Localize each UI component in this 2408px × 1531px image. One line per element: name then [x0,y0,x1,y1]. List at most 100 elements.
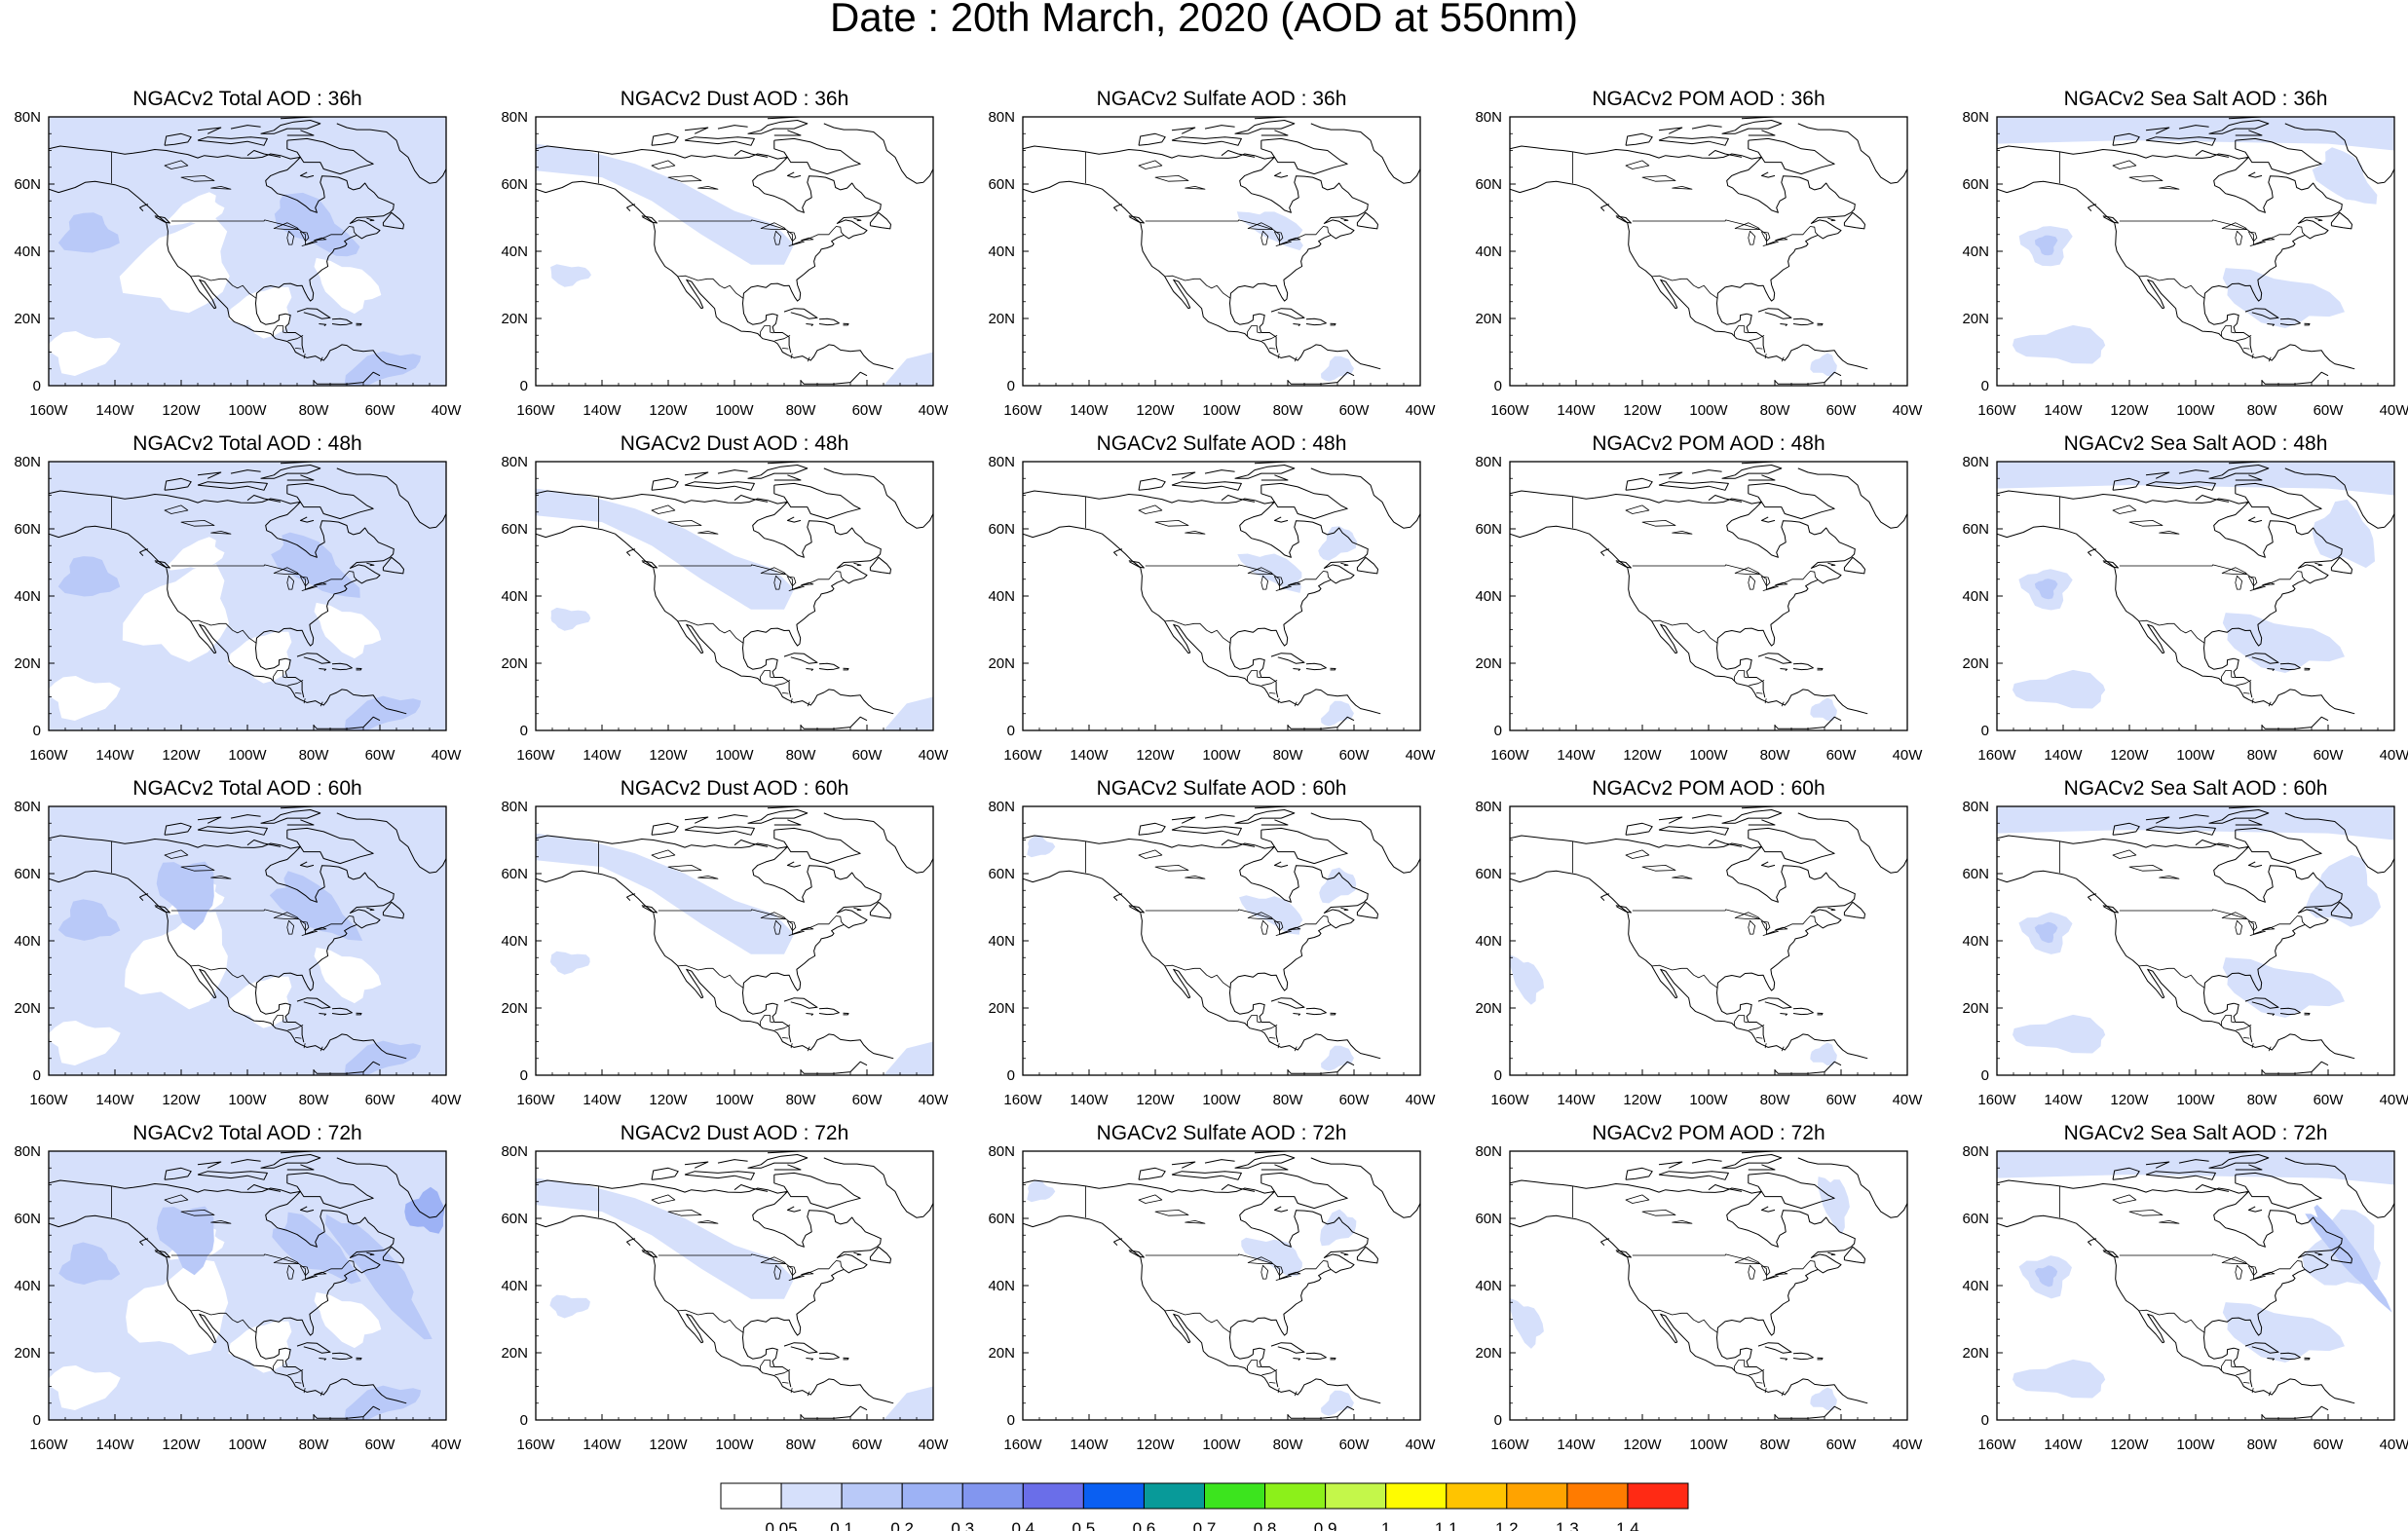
coastline-west [1510,870,1868,1060]
x-tick-label: 120W [1623,1437,1662,1453]
border-6 [303,354,306,359]
map-panel-dust-0: NGACv2 Dust AOD : 36h 160W 140W 120W 100W 80W… [501,88,949,419]
map-panel-sulfate-1: NGACv2 Sulfate AOD : 48h 160W 140W 120W 100W… [988,432,1436,764]
island-5 [154,560,170,569]
aod-shade-2 [2034,921,2058,944]
x-tick-label: 80W [2247,1437,2278,1453]
island-16 [1760,516,1776,523]
coastline-east [1023,835,1369,1043]
x-tick-label: 40W [432,1092,463,1108]
lake-5 [1641,175,1676,182]
aod-shade-1 [1320,1209,1357,1247]
island-3 [843,322,849,326]
island-8 [1748,482,1835,520]
lake-7 [2159,531,2180,535]
y-tick-label: 40N [988,243,1015,260]
lake-3 [2249,241,2266,246]
lake-2 [299,920,310,932]
island-16 [1760,171,1776,178]
island-7 [651,132,679,146]
island-6 [684,1171,755,1180]
map-field [1997,806,2394,1075]
island-5 [154,1250,170,1258]
coastline-greenland [336,123,446,184]
island-16 [2247,516,2263,523]
island-17 [1221,840,1256,847]
lake-4 [314,237,327,241]
island-2 [319,1358,327,1361]
island-0 [783,308,818,319]
lake-0 [760,1256,787,1264]
lake-3 [1275,1275,1292,1281]
island-14 [366,907,375,912]
island-16 [2247,861,2263,868]
x-tick-label: 60W [365,402,396,419]
lake-7 [210,876,232,879]
island-13 [1254,806,1321,809]
map-panel-dust-1: NGACv2 Dust AOD : 48h 160W 140W 120W 100W 80W… [501,432,949,764]
aod-shade-6 [58,1242,121,1285]
border-5 [1755,348,1763,350]
coastline-west [49,180,407,370]
island-4 [2088,1238,2097,1246]
y-tick-label: 0 [33,723,41,739]
lake-2 [1273,920,1284,932]
aod-shade-2 [1027,1179,1056,1203]
island-9 [1721,1154,1783,1169]
x-tick-label: 60W [1339,747,1371,764]
lake-2 [2247,1265,2258,1277]
aod-shade-0 [1997,462,2394,496]
x-tick-label: 120W [162,747,201,764]
island-13 [1254,117,1321,120]
border-2 [190,275,257,299]
aod-shade-11 [324,1214,433,1340]
border-7 [1781,701,1785,707]
island-2 [319,1013,327,1016]
island-6 [1171,136,1242,146]
border-1 [658,219,845,245]
map-panel-sulfate-2: NGACv2 Sulfate AOD : 60h 160W 140W 120W 100W… [988,777,1436,1108]
y-tick-label: 40N [14,1278,41,1294]
island-9 [1234,809,1296,824]
border-7 [1781,356,1785,362]
island-14 [2314,562,2323,567]
lake-0 [1734,567,1761,575]
border-2 [677,964,744,989]
island-7 [164,477,192,491]
border-3 [2221,1360,2236,1371]
island-14 [1340,1251,1349,1256]
island-2 [1780,1358,1788,1361]
island-4 [1600,204,1610,211]
aod-shade-3 [49,1365,121,1410]
lake-6 [1625,849,1650,859]
lake-3 [788,1275,805,1281]
y-tick-label: 20N [1962,1345,1989,1362]
border-2 [1651,1309,1718,1333]
lake-0 [273,222,300,230]
border-4 [287,679,304,687]
island-7 [2112,1167,2140,1180]
map-field [1997,1151,2394,1420]
colorbar-label: 1.2 [1495,1519,1519,1531]
island-10 [1748,1164,1776,1171]
border-5 [2242,1037,2250,1039]
border-4 [287,1024,304,1031]
x-tick-label: 100W [1689,1437,1728,1453]
island-13 [2228,117,2295,120]
border-7 [1294,356,1298,362]
x-tick-label: 40W [2380,1437,2408,1453]
island-15 [382,901,404,919]
x-tick-label: 40W [1406,1092,1437,1108]
lake-6 [164,1194,189,1204]
lake-6 [651,1194,676,1204]
island-2 [806,323,814,326]
lake-4 [1775,926,1788,930]
border-7 [320,1391,323,1397]
aod-shade-3 [49,676,121,721]
coastline-west [1510,525,1868,715]
island-7 [1625,1167,1653,1180]
border-7 [2268,1046,2272,1052]
y-tick-label: 0 [1494,723,1502,739]
island-3 [1817,1012,1824,1016]
